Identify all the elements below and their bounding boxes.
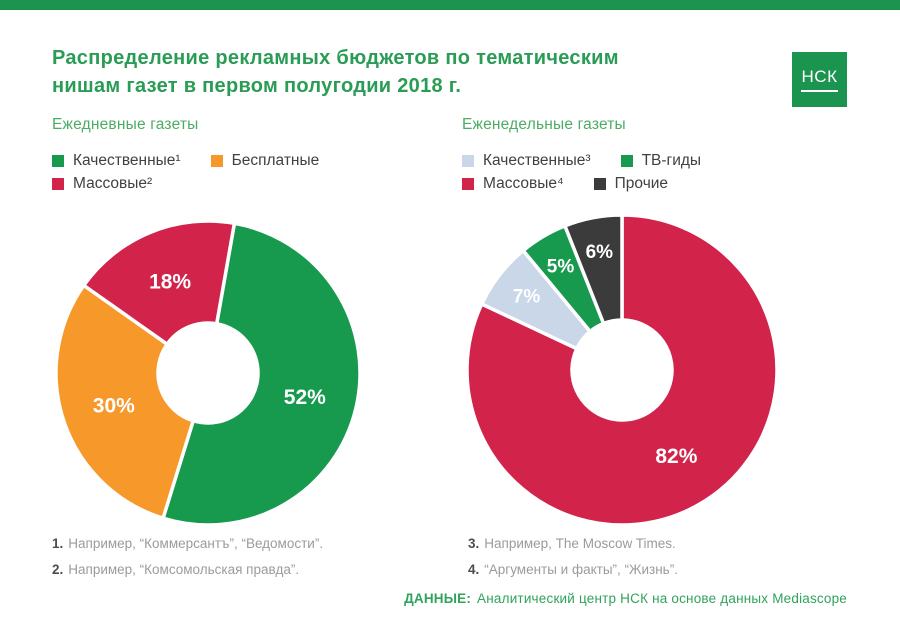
legend-swatch xyxy=(52,178,64,190)
legend-daily: Качественные¹ Бесплатные Массовые² xyxy=(52,152,319,193)
footnote-text: Например, The Moscow Times. xyxy=(484,536,676,551)
footnote-number: 3. xyxy=(468,536,480,551)
slice-label: 30% xyxy=(93,394,135,417)
footnotes-daily: 1. Например, “Коммерсантъ”, “Ведомости”. … xyxy=(52,531,323,583)
pie-slice xyxy=(54,283,195,520)
top-accent-bar xyxy=(0,0,900,10)
donut-chart-weekly: 82% 7% 5% 6% xyxy=(462,210,782,530)
legend-label: Бесплатные xyxy=(231,152,320,169)
source-line: ДАННЫЕ: Аналитический центр НСК на основе… xyxy=(404,591,847,606)
footnote-text: Например, “Комсомольская правда”. xyxy=(68,562,300,577)
legend-label: ТВ-гиды xyxy=(641,152,702,169)
footnote: 4. “Аргументы и факты”, “Жизнь”. xyxy=(468,557,678,583)
pie-slice xyxy=(563,213,624,326)
slice-label: 6% xyxy=(586,242,614,263)
legend-swatch xyxy=(52,155,64,167)
legend-label: Качественные³ xyxy=(483,152,591,169)
footnote: 3. Например, The Moscow Times. xyxy=(468,531,678,557)
legend-item: Массовые⁴ xyxy=(462,175,564,193)
chart-subtitle-weekly: Еженедельные газеты xyxy=(462,116,626,133)
legend-item: ТВ-гиды xyxy=(620,152,702,170)
source-text: Аналитический центр НСК на основе данных… xyxy=(477,591,847,606)
slice-label: 7% xyxy=(513,287,541,308)
legend-swatch xyxy=(462,155,474,167)
legend-swatch xyxy=(620,155,633,167)
footnote-text: “Аргументы и факты”, “Жизнь”. xyxy=(484,562,678,577)
legend-row: Массовые² xyxy=(52,175,319,193)
legend-item: Массовые² xyxy=(52,175,152,193)
legend-item: Качественные³ xyxy=(462,152,591,170)
pie-slice xyxy=(82,219,237,346)
legend-item: Прочие xyxy=(593,175,669,193)
nsk-logo-text: НСК xyxy=(800,67,839,92)
footnote: 2. Например, “Комсомольская правда”. xyxy=(52,557,323,583)
pie-slice xyxy=(161,221,362,527)
legend-row: Качественные³ ТВ-гиды xyxy=(462,152,701,170)
page-title-line2: нишам газет в первом полугодии 2018 г. xyxy=(52,75,462,97)
legend-weekly: Качественные³ ТВ-гиды Массовые⁴ Прочие xyxy=(462,152,701,193)
legend-item: Качественные¹ xyxy=(52,152,181,170)
legend-item: Бесплатные xyxy=(210,152,320,170)
slice-label: 18% xyxy=(149,270,191,293)
footnote-number: 1. xyxy=(52,536,64,551)
footnote-text: Например, “Коммерсантъ”, “Ведомости”. xyxy=(68,536,324,551)
nsk-logo: НСК xyxy=(792,52,847,107)
legend-label: Массовые² xyxy=(73,175,153,192)
legend-label: Качественные¹ xyxy=(73,152,181,169)
legend-swatch xyxy=(462,178,474,190)
chart-subtitle-daily: Ежедневные газеты xyxy=(52,116,199,133)
pie-slice xyxy=(465,213,779,527)
legend-swatch xyxy=(593,178,606,190)
legend-swatch xyxy=(210,155,223,167)
footnote-number: 4. xyxy=(468,562,480,577)
legend-row: Качественные¹ Бесплатные xyxy=(52,152,319,170)
footnotes-weekly: 3. Например, The Moscow Times. 4. “Аргумен… xyxy=(468,531,678,583)
slice-label: 52% xyxy=(284,386,326,409)
legend-label: Прочие xyxy=(614,175,669,192)
legend-label: Массовые⁴ xyxy=(483,175,564,192)
footnote-number: 2. xyxy=(52,562,64,577)
footnote: 1. Например, “Коммерсантъ”, “Ведомости”. xyxy=(52,531,323,557)
page-title-line1: Распределение рекламных бюджетов по тема… xyxy=(52,47,619,69)
slice-label: 5% xyxy=(547,257,575,278)
legend-row: Массовые⁴ Прочие xyxy=(462,175,701,193)
source-label: ДАННЫЕ: xyxy=(404,591,472,606)
slice-label: 82% xyxy=(655,445,697,468)
page-title: Распределение рекламных бюджетов по тема… xyxy=(52,44,752,100)
donut-chart-daily: 52% 30% 18% xyxy=(48,213,368,533)
